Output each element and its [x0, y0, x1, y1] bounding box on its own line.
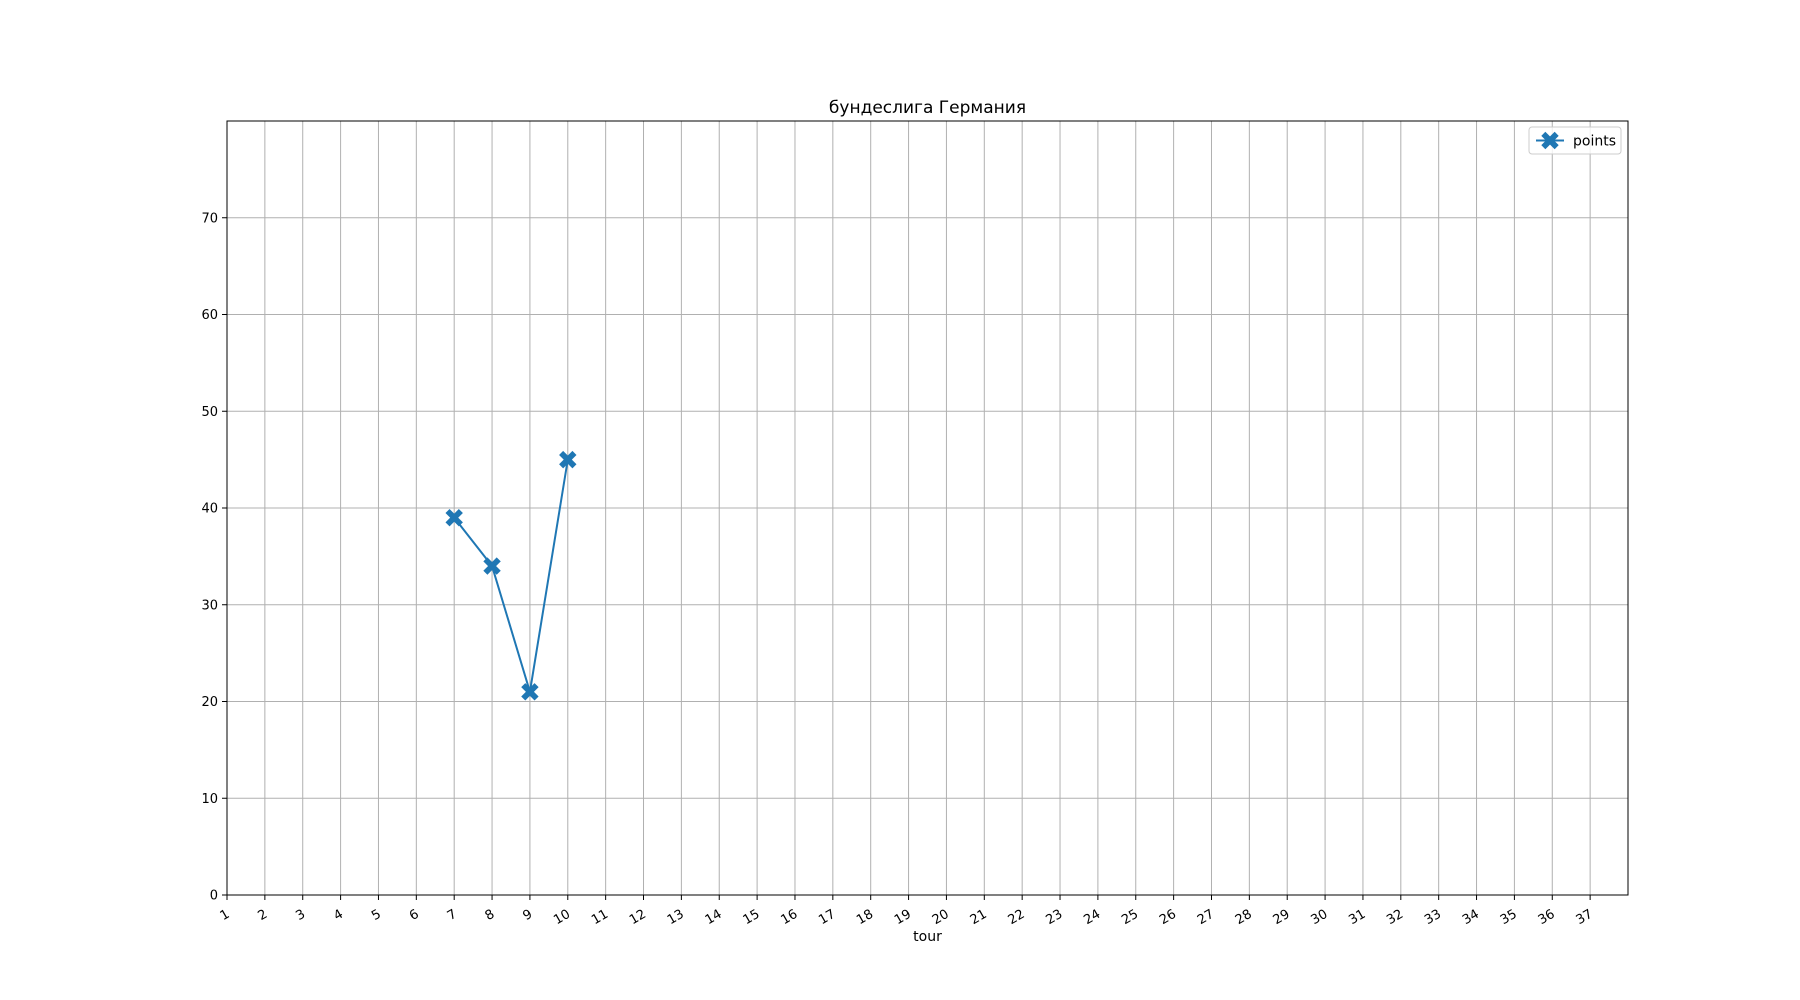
- y-tick-label: 50: [201, 405, 218, 420]
- x-tick-label: 26: [1157, 907, 1179, 928]
- data-point-marker: [445, 508, 463, 527]
- x-tick-label: 30: [1309, 907, 1331, 928]
- x-tick-label: 20: [930, 907, 952, 928]
- x-axis-label: tour: [913, 929, 942, 945]
- x-tick-label: 12: [627, 907, 649, 928]
- x-tick-label: 37: [1574, 907, 1596, 928]
- x-tick-label: 14: [703, 907, 725, 928]
- x-tick-label: 15: [741, 907, 763, 928]
- x-tick-label: 25: [1119, 907, 1141, 928]
- x-tick-label: 10: [551, 907, 573, 928]
- y-tick-label: 10: [201, 792, 218, 807]
- grid-lines: [226, 121, 1628, 895]
- x-tick-label: 16: [778, 907, 800, 928]
- x-tick-label: 11: [589, 907, 611, 928]
- x-tick-label: 23: [1044, 907, 1066, 928]
- x-tick-label: 19: [892, 907, 914, 928]
- x-tick-label: 32: [1384, 907, 1406, 928]
- y-tick-label: 70: [201, 211, 218, 226]
- x-tick-label: 17: [816, 907, 838, 928]
- x-tick-label: 22: [1006, 907, 1028, 928]
- legend-marker: [1541, 131, 1559, 150]
- x-tick-label: 13: [665, 907, 687, 928]
- x-tick-label: 29: [1271, 907, 1293, 928]
- chart-title: бундеслига Германия: [829, 98, 1026, 118]
- data-point-marker: [521, 683, 539, 701]
- x-tick-label: 34: [1460, 907, 1482, 928]
- x-tick-label: 27: [1195, 907, 1217, 928]
- x-tick-label: 18: [854, 907, 876, 928]
- legend-box: [1528, 126, 1622, 155]
- x-tick-label: 36: [1536, 907, 1558, 928]
- x-tick-label: 33: [1422, 907, 1444, 928]
- data-point-marker: [559, 450, 577, 469]
- y-tick-label: 30: [201, 598, 218, 613]
- legend-label: points: [1573, 134, 1616, 150]
- x-tick-label: 28: [1233, 907, 1255, 928]
- series-line-points: [453, 459, 569, 693]
- y-tick-label: 60: [201, 308, 218, 323]
- y-tick-label: 40: [201, 502, 218, 517]
- x-tick-label: 31: [1346, 907, 1368, 928]
- x-tick-label: 35: [1498, 907, 1520, 928]
- data-point-marker: [483, 557, 501, 575]
- y-tick-label: 20: [201, 695, 218, 710]
- x-tick-label: 21: [968, 907, 990, 928]
- legend: points: [1528, 126, 1622, 155]
- series-layer: [445, 450, 577, 701]
- x-tick-label: 24: [1081, 907, 1103, 928]
- y-tick-label: 0: [210, 889, 218, 904]
